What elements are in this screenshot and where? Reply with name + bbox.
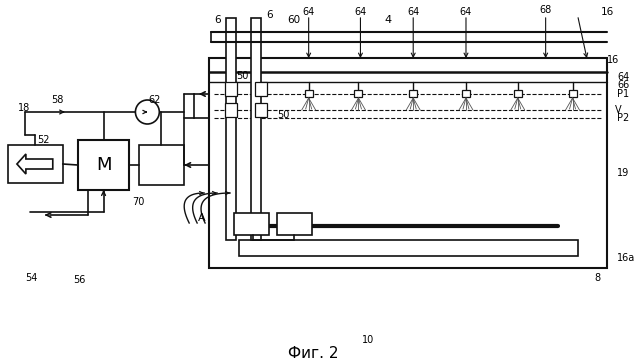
Bar [462, 90, 470, 97]
Text: 50: 50 [278, 110, 290, 120]
Bar [225, 82, 237, 96]
Bar [140, 145, 184, 185]
Text: 64: 64 [303, 7, 315, 17]
Bar [226, 18, 236, 240]
Text: 62: 62 [148, 95, 161, 105]
Text: 64: 64 [618, 72, 630, 82]
Text: A: A [198, 213, 205, 223]
Text: V: V [615, 105, 622, 115]
Bar [251, 18, 261, 240]
Text: 60: 60 [287, 15, 300, 25]
Text: Фиг. 2: Фиг. 2 [289, 345, 339, 360]
Text: 10: 10 [362, 335, 374, 345]
Text: 18: 18 [18, 103, 30, 113]
Bar [355, 90, 362, 97]
Text: 19: 19 [618, 168, 630, 178]
Text: P1: P1 [618, 89, 630, 99]
Bar [409, 90, 417, 97]
Bar [234, 213, 269, 235]
Bar [239, 240, 577, 256]
Bar [514, 90, 522, 97]
Text: 6: 6 [214, 15, 220, 25]
Bar [277, 213, 312, 235]
Text: M: M [96, 156, 111, 174]
Text: 52: 52 [37, 135, 50, 145]
Text: 16a: 16a [618, 253, 636, 263]
Bar [568, 90, 577, 97]
Text: 16: 16 [601, 7, 614, 17]
Text: 54: 54 [26, 273, 38, 283]
Text: 66: 66 [618, 80, 630, 90]
Text: 16: 16 [607, 55, 620, 65]
Circle shape [136, 100, 159, 124]
Bar [77, 140, 129, 190]
Text: 64: 64 [460, 7, 472, 17]
Text: 70: 70 [132, 197, 145, 207]
Text: 68: 68 [540, 5, 552, 15]
Polygon shape [17, 154, 52, 174]
Text: 8: 8 [595, 273, 600, 283]
Bar [305, 90, 313, 97]
Text: 58: 58 [52, 95, 64, 105]
Text: 64: 64 [407, 7, 419, 17]
Text: 4: 4 [385, 15, 392, 25]
Text: 56: 56 [74, 275, 86, 285]
Bar [255, 103, 267, 117]
Bar [8, 145, 63, 183]
Text: 64: 64 [355, 7, 367, 17]
Bar [225, 103, 237, 117]
Text: 6: 6 [266, 10, 273, 20]
Text: P2: P2 [618, 113, 630, 123]
Text: 50: 50 [236, 71, 248, 81]
Bar [209, 58, 607, 268]
Bar [255, 82, 267, 96]
